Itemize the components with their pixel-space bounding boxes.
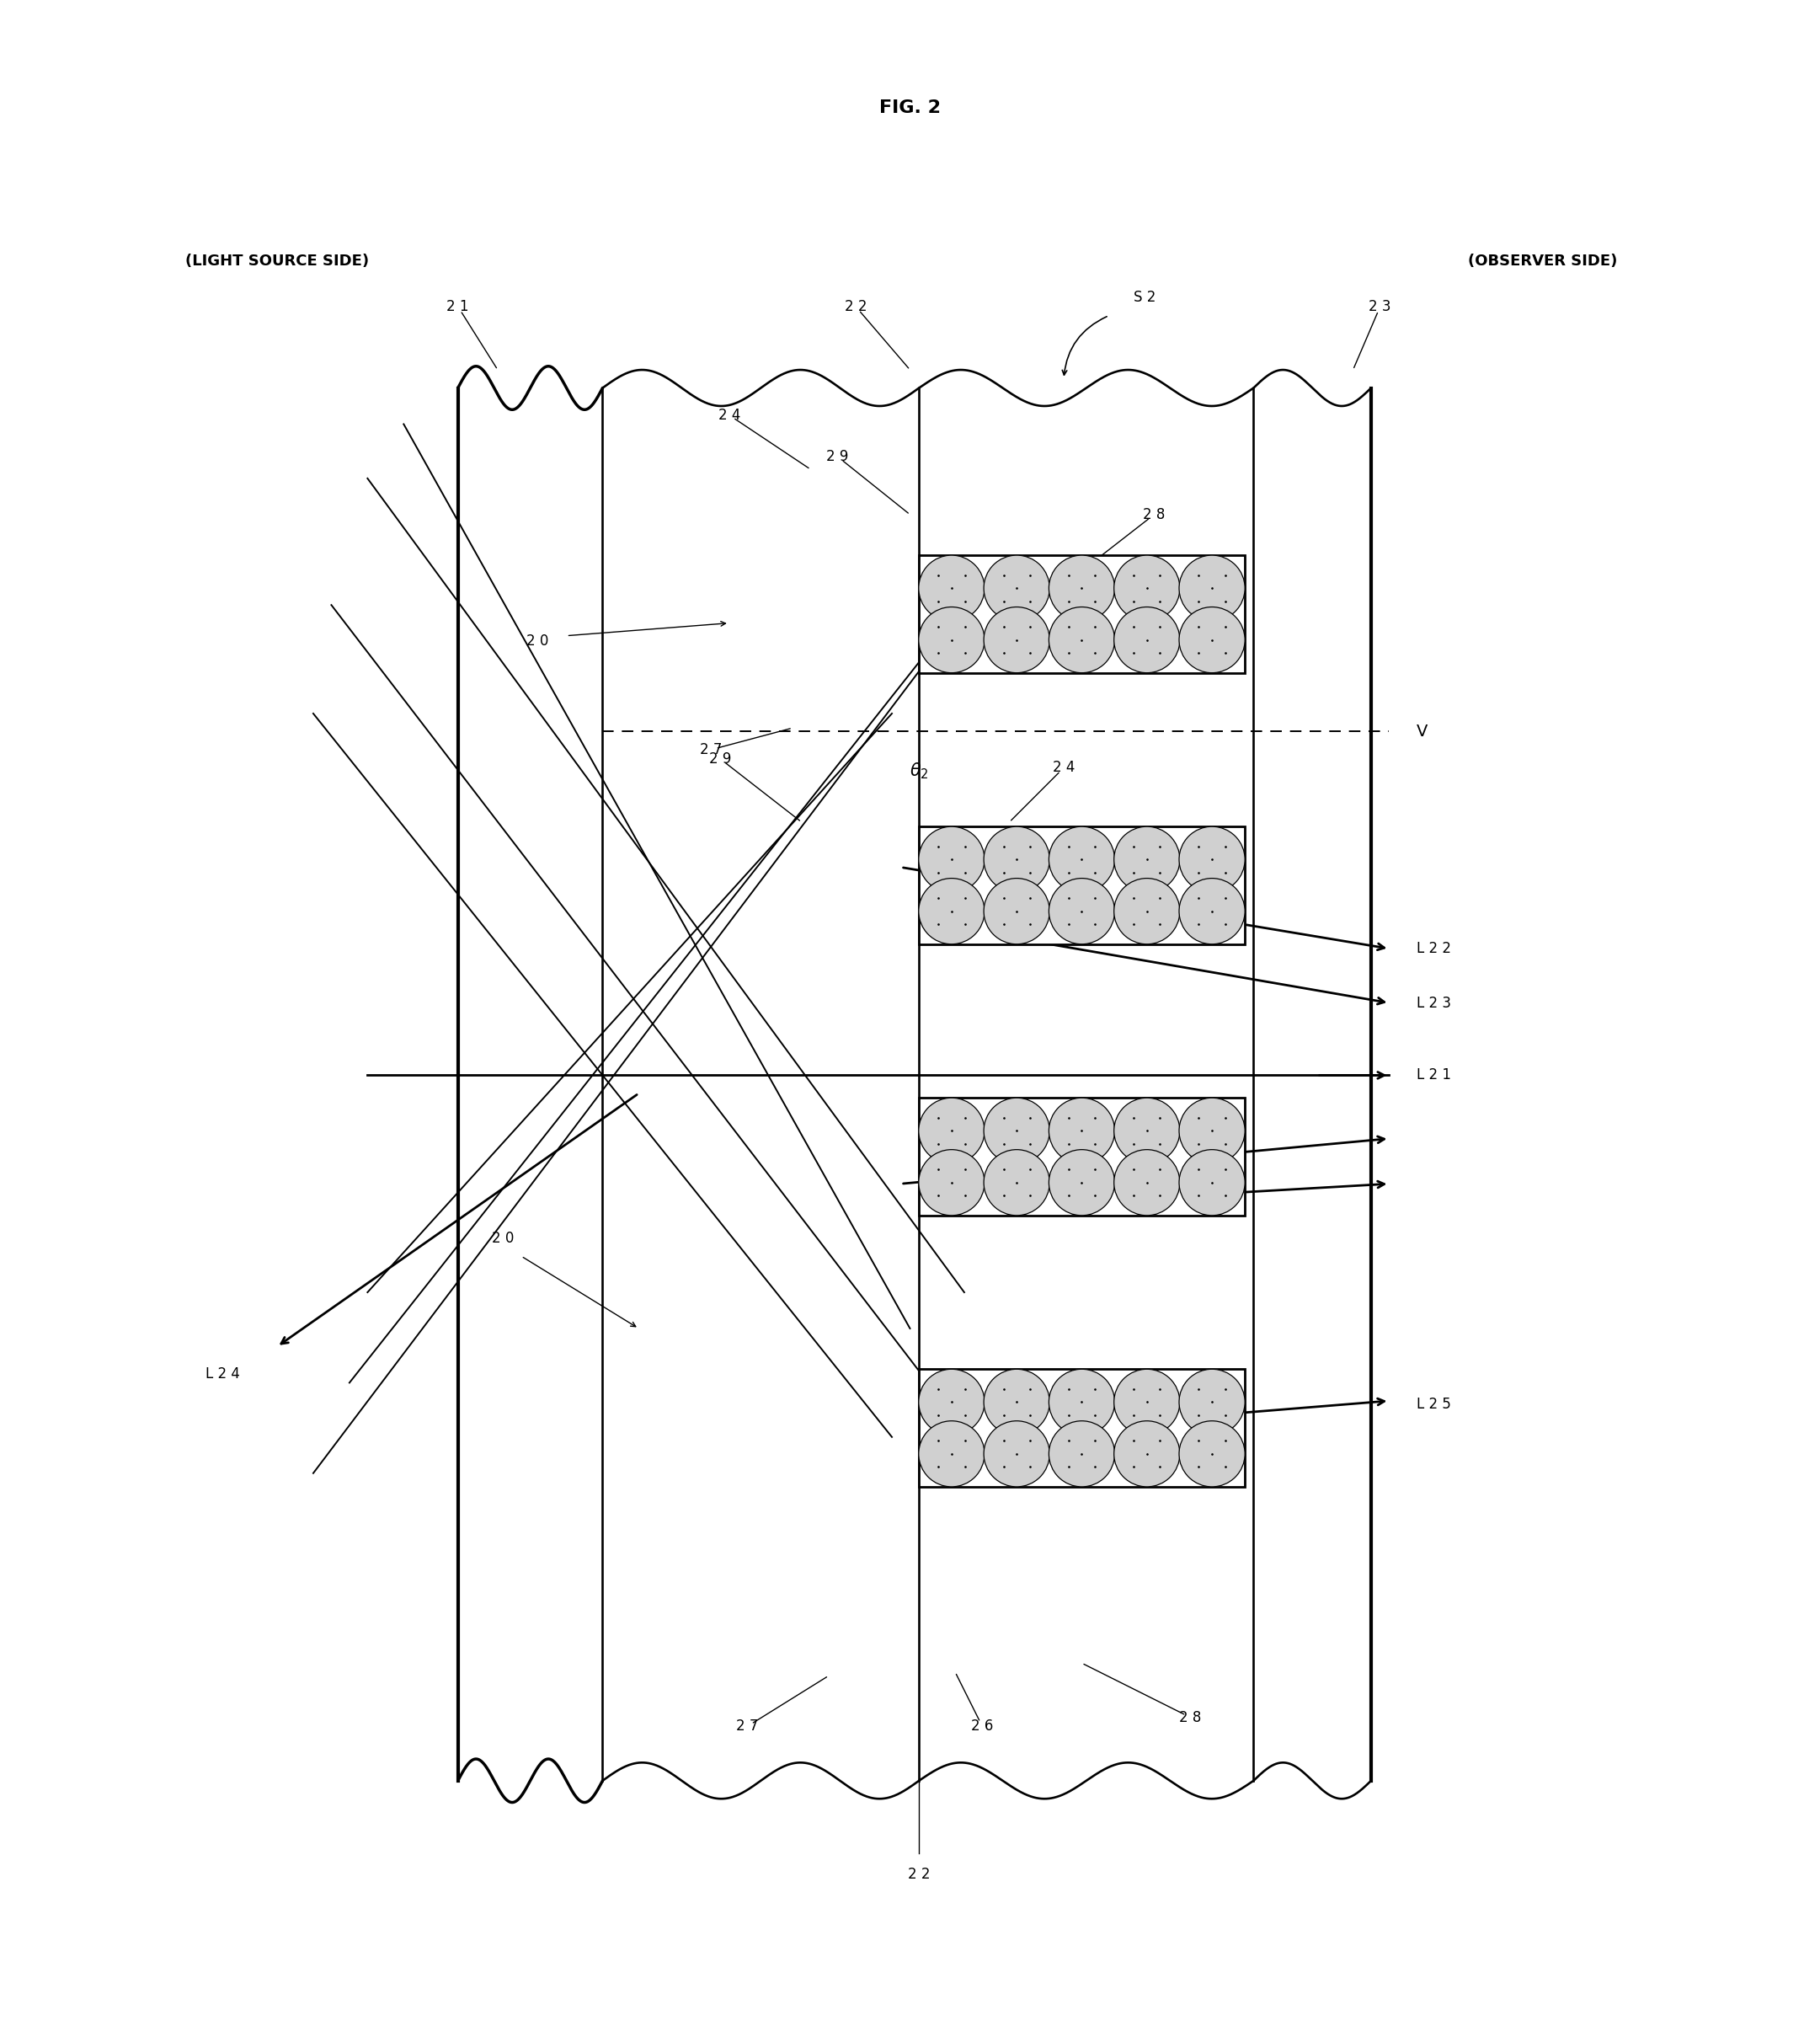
Circle shape — [919, 606, 985, 672]
Circle shape — [1114, 878, 1179, 943]
Circle shape — [985, 1370, 1050, 1436]
Text: 2 8: 2 8 — [1143, 506, 1165, 523]
Circle shape — [985, 606, 1050, 672]
Circle shape — [1048, 878, 1114, 943]
Circle shape — [919, 1421, 985, 1487]
Circle shape — [1048, 1099, 1114, 1164]
Text: V: V — [1416, 723, 1427, 739]
Text: L 2 1: L 2 1 — [1416, 1068, 1451, 1082]
Text: 2 4: 2 4 — [1052, 760, 1076, 776]
Text: FIG. 2: FIG. 2 — [879, 100, 941, 116]
Text: L 2 2: L 2 2 — [1416, 941, 1451, 956]
Circle shape — [1114, 606, 1179, 672]
Text: 2 7: 2 7 — [701, 741, 723, 758]
Text: 2 3: 2 3 — [1369, 298, 1390, 314]
Circle shape — [919, 878, 985, 943]
Circle shape — [919, 827, 985, 892]
Text: L 2 4: L 2 4 — [206, 1366, 240, 1380]
Text: 2 6: 2 6 — [972, 1719, 994, 1734]
Circle shape — [985, 827, 1050, 892]
Text: 2 2: 2 2 — [844, 298, 866, 314]
Text: L 2 5: L 2 5 — [1416, 1397, 1451, 1411]
Circle shape — [1179, 827, 1245, 892]
Circle shape — [985, 878, 1050, 943]
Text: $\theta_2$: $\theta_2$ — [910, 762, 928, 782]
Text: 2 0: 2 0 — [526, 633, 548, 649]
Circle shape — [919, 1370, 985, 1436]
Circle shape — [1048, 1421, 1114, 1487]
Circle shape — [1179, 878, 1245, 943]
Circle shape — [919, 555, 985, 621]
Text: 2 8: 2 8 — [1179, 1709, 1201, 1725]
Circle shape — [1048, 606, 1114, 672]
Circle shape — [1048, 555, 1114, 621]
Circle shape — [985, 1421, 1050, 1487]
Text: L 2 3: L 2 3 — [1416, 994, 1451, 1011]
Circle shape — [919, 1150, 985, 1215]
Text: 2 6: 2 6 — [972, 931, 994, 947]
Text: S 2: S 2 — [1134, 290, 1156, 304]
Circle shape — [1114, 1370, 1179, 1436]
Circle shape — [1048, 827, 1114, 892]
Circle shape — [1179, 1370, 1245, 1436]
Circle shape — [1048, 1370, 1114, 1436]
Circle shape — [985, 1150, 1050, 1215]
Bar — [919, 827, 1245, 943]
Text: 2 9: 2 9 — [826, 449, 848, 464]
Text: 2 4: 2 4 — [719, 408, 741, 423]
Circle shape — [1179, 1099, 1245, 1164]
Circle shape — [1114, 1099, 1179, 1164]
Text: (OBSERVER SIDE): (OBSERVER SIDE) — [1469, 253, 1618, 270]
Circle shape — [1179, 606, 1245, 672]
Circle shape — [1114, 555, 1179, 621]
Circle shape — [1114, 1150, 1179, 1215]
Circle shape — [1179, 1421, 1245, 1487]
Text: 2 9: 2 9 — [710, 751, 732, 766]
Circle shape — [985, 555, 1050, 621]
Circle shape — [1114, 827, 1179, 892]
Bar — [919, 1099, 1245, 1215]
Circle shape — [919, 1099, 985, 1164]
Circle shape — [1114, 1421, 1179, 1487]
Bar — [919, 1370, 1245, 1487]
Text: (LIGHT SOURCE SIDE): (LIGHT SOURCE SIDE) — [186, 253, 369, 270]
Bar — [919, 555, 1245, 672]
Circle shape — [985, 1099, 1050, 1164]
Text: 2 7: 2 7 — [735, 1719, 759, 1734]
Circle shape — [1179, 555, 1245, 621]
Circle shape — [1179, 1150, 1245, 1215]
Text: 2 0: 2 0 — [491, 1231, 515, 1246]
Text: 2 2: 2 2 — [908, 1866, 930, 1883]
Circle shape — [1048, 1150, 1114, 1215]
Text: 2 1: 2 1 — [446, 298, 470, 314]
